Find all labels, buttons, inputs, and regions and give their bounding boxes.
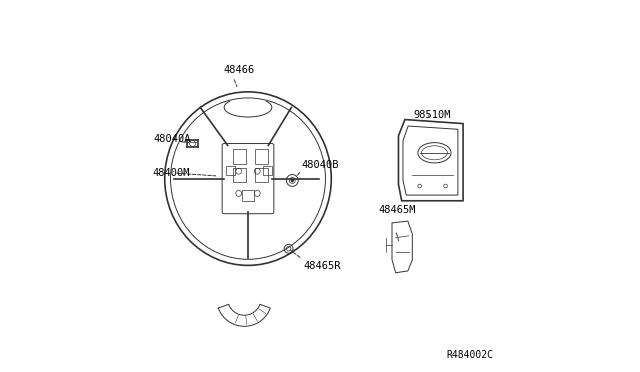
Bar [233, 149, 246, 164]
Bar [233, 167, 246, 182]
Text: 98510M: 98510M [414, 110, 451, 120]
Text: 48465R: 48465R [304, 261, 341, 271]
Bar [263, 166, 272, 175]
Text: 48465M: 48465M [378, 205, 416, 215]
Circle shape [291, 179, 293, 182]
Bar [243, 190, 253, 201]
Text: 48400M: 48400M [152, 168, 189, 178]
Bar [255, 149, 268, 164]
Text: 48040B: 48040B [301, 160, 339, 170]
Bar [226, 166, 235, 175]
Text: 48040A: 48040A [153, 134, 191, 144]
Text: 48466: 48466 [223, 65, 255, 75]
Bar [255, 167, 268, 182]
Text: R484002C: R484002C [447, 350, 493, 359]
